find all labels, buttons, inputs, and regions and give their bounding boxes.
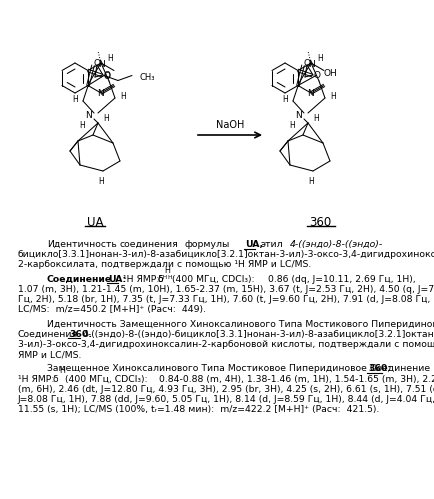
Text: ЯМР и LC/MS.: ЯМР и LC/MS. — [18, 350, 81, 359]
Text: NaOH: NaOH — [215, 120, 243, 130]
Text: 4-((эндо)-8-((эндо)-: 4-((эндо)-8-((эндо)- — [289, 240, 382, 249]
Text: 2-карбоксилата, подтверждали с помощью ¹H ЯМР и LC/MS.: 2-карбоксилата, подтверждали с помощью ¹… — [18, 260, 311, 269]
Text: Замещенное Хиноксалинового Типа Мостиковое Пиперидиновое Соединение: Замещенное Хиноксалинового Типа Мостиков… — [47, 364, 429, 373]
Text: H: H — [289, 120, 294, 130]
Text: N: N — [307, 88, 314, 97]
Text: этил: этил — [260, 240, 283, 249]
Text: δᴴ: δᴴ — [158, 274, 168, 283]
Text: N: N — [308, 59, 315, 68]
Text: 3-ил)-3-оксо-3,4-дигидрохиноксалин-2-карбоновой кислоты, подтверждали с помощью : 3-ил)-3-оксо-3,4-дигидрохиноксалин-2-кар… — [18, 340, 434, 349]
Text: N: N — [295, 110, 302, 119]
Text: бицикло[3.3.1]нонан-3-ил)-8-азабицикло[3.2.1]октан-3-ил)-3-оксо-3,4-дигидрохинок: бицикло[3.3.1]нонан-3-ил)-8-азабицикло[3… — [18, 250, 434, 259]
Text: O: O — [93, 59, 100, 68]
Text: J=8.08 Гц, 1H), 7.88 (dd, J=9.60, 5.05 Гц, 1H), 8.14 (d, J=8.59 Гц, 1H), 8.44 (d: J=8.08 Гц, 1H), 7.88 (dd, J=9.60, 5.05 Г… — [18, 395, 434, 404]
Text: H: H — [98, 177, 104, 186]
Text: H: H — [120, 91, 125, 100]
Text: OH: OH — [323, 69, 337, 78]
Text: H: H — [316, 53, 322, 62]
Text: H: H — [59, 366, 65, 375]
Text: (400 МГц, CDCl₃):: (400 МГц, CDCl₃): — [171, 274, 254, 283]
Text: H: H — [79, 120, 85, 130]
Text: 1.07 (m, 3H), 1.21-1.45 (m, 10H), 1.65-2.37 (m, 15H), 3.67 (t, J=2.53 Гц, 2H), 4: 1.07 (m, 3H), 1.21-1.45 (m, 10H), 1.65-2… — [18, 285, 434, 294]
Text: (400 МГц, CDCl₃):: (400 МГц, CDCl₃): — [65, 375, 147, 384]
Text: Соединения: Соединения — [18, 330, 78, 339]
Text: H: H — [312, 113, 318, 122]
Text: (m, 6H), 2.46 (dt, J=12.80 Гц, 4.93 Гц, 3H), 2.95 (br, 3H), 4.25 (s, 2H), 6.61 (: (m, 6H), 2.46 (dt, J=12.80 Гц, 4.93 Гц, … — [18, 385, 434, 394]
Text: CH₃: CH₃ — [140, 73, 155, 82]
Text: 360:: 360: — [367, 364, 390, 373]
Text: O: O — [103, 72, 110, 81]
Text: δ: δ — [158, 274, 163, 283]
Text: 0.84-0.88 (m, 4H), 1.38-1.46 (m, 1H), 1.54-1.65 (m, 3H), 2.27: 0.84-0.88 (m, 4H), 1.38-1.46 (m, 1H), 1.… — [159, 375, 434, 384]
Text: H: H — [107, 53, 112, 62]
Text: O: O — [313, 71, 320, 80]
Text: формулы: формулы — [184, 240, 230, 249]
Text: 0.86 (dq, J=10.11, 2.69 Гц, 1H),: 0.86 (dq, J=10.11, 2.69 Гц, 1H), — [267, 274, 414, 283]
Text: H: H — [282, 94, 287, 103]
Text: 360.: 360. — [69, 330, 92, 339]
Text: 360: 360 — [308, 216, 330, 229]
Text: N: N — [99, 59, 105, 68]
Text: UA,: UA, — [244, 240, 263, 249]
Text: N: N — [85, 110, 92, 119]
Text: Гц, 2H), 5.18 (br, 1H), 7.35 (t, J=7.33 Гц, 1H), 7.60 (t, J=9.60 Гц, 2H), 7.91 (: Гц, 2H), 5.18 (br, 1H), 7.35 (t, J=7.33 … — [18, 295, 434, 304]
Text: H: H — [164, 265, 170, 274]
Text: O: O — [103, 71, 110, 80]
Text: ᴴ: ᴴ — [167, 274, 171, 283]
Text: ¹H ЯМР:: ¹H ЯМР: — [123, 274, 159, 283]
Text: H: H — [307, 177, 313, 186]
Text: 4-((эндо)-8-((эндо)-бицикло[3.3.1]нонан-3-ил)-8-азабицикло[3.2.1]октан-: 4-((эндо)-8-((эндо)-бицикло[3.3.1]нонан-… — [83, 330, 434, 339]
Text: соединения: соединения — [120, 240, 178, 249]
Text: H: H — [72, 94, 78, 103]
Text: LC/MS:  m/z=450.2 [M+H]⁺ (Расч:  449).: LC/MS: m/z=450.2 [M+H]⁺ (Расч: 449). — [18, 305, 205, 314]
Text: UA: UA — [86, 216, 103, 229]
Text: O: O — [303, 59, 310, 68]
Text: Идентичность: Идентичность — [47, 240, 116, 249]
Text: ¹H ЯМР:: ¹H ЯМР: — [18, 375, 54, 384]
Text: δ: δ — [53, 375, 59, 384]
Text: H: H — [103, 113, 108, 122]
Text: Идентичность Замещенного Хиноксалинового Типа Мостикового Пиперидинового: Идентичность Замещенного Хиноксалинового… — [47, 319, 434, 328]
Text: 11.55 (s, 1H); LC/MS (100%, tᵣ=1.48 мин):  m/z=422.2 [M+H]⁺ (Расч:  421.5).: 11.55 (s, 1H); LC/MS (100%, tᵣ=1.48 мин)… — [18, 405, 378, 414]
Text: Соединение: Соединение — [47, 274, 112, 283]
Text: N: N — [97, 88, 104, 97]
Text: H: H — [329, 91, 335, 100]
Text: UA:: UA: — [108, 274, 126, 283]
